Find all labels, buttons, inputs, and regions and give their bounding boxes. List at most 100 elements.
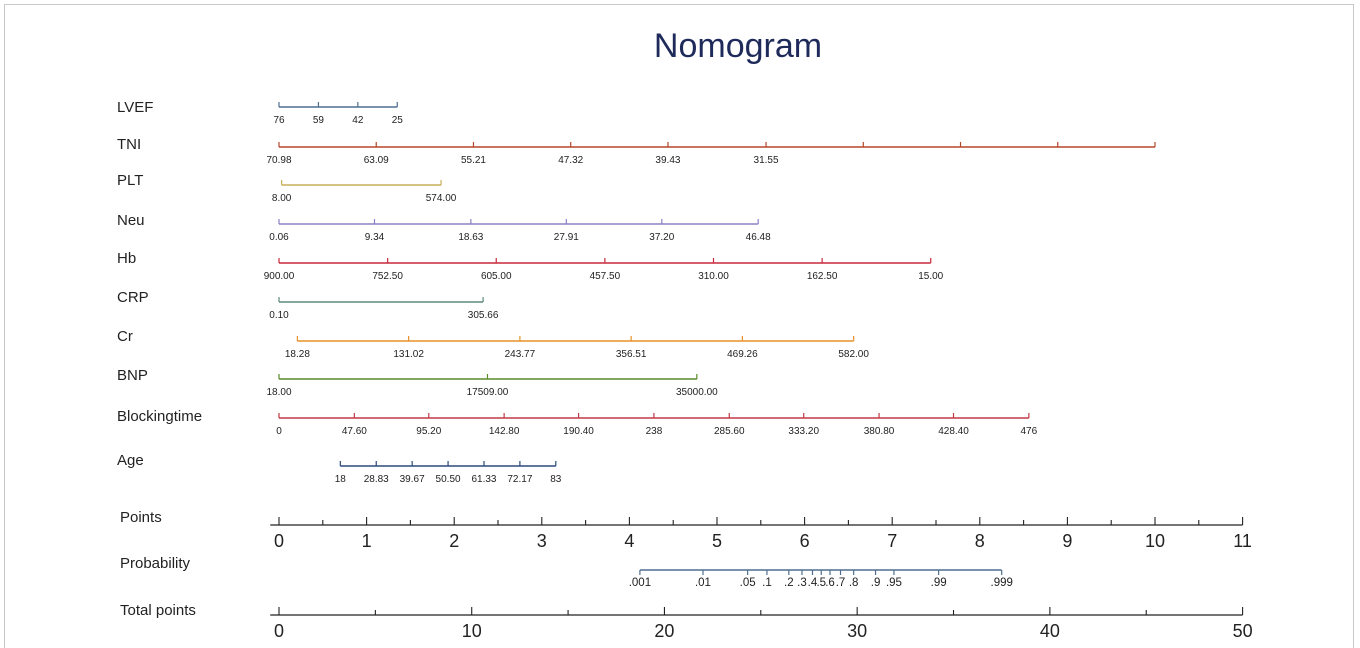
probability-axis-tick-label: .001 — [629, 577, 651, 589]
scale-tick-label-cr: 469.26 — [727, 349, 758, 360]
variable-label-lvef: LVEF — [117, 99, 153, 116]
variable-label-hb: Hb — [117, 250, 136, 267]
variable-label-blockingtime: Blockingtime — [117, 408, 202, 425]
scale-tick-label-blockingtime: 190.40 — [563, 426, 594, 437]
scale-tick-label-neu: 18.63 — [458, 232, 483, 243]
total-points-axis-tick-label: 40 — [1040, 621, 1060, 641]
scale-tick-label-tni: 55.21 — [461, 155, 486, 166]
scale-tick-label-blockingtime: 428.40 — [938, 426, 969, 437]
total-points-axis-label: Total points — [120, 602, 196, 619]
scale-tick-label-hb: 457.50 — [590, 271, 621, 282]
scale-tick-label-hb: 900.00 — [264, 271, 295, 282]
scale-tick-label-tni: 63.09 — [364, 155, 389, 166]
scale-tick-label-tni: 39.43 — [655, 155, 680, 166]
chart-title: Nomogram — [654, 27, 822, 65]
scale-tick-label-age: 28.83 — [364, 474, 389, 485]
scale-tick-label-lvef: 59 — [313, 115, 325, 126]
scale-tick-label-age: 72.17 — [507, 474, 532, 485]
scale-tick-label-tni: 31.55 — [754, 155, 779, 166]
scale-tick-label-neu: 27.91 — [554, 232, 579, 243]
nomogram-figure: Nomogram LVEF 76 59 42 25 TNI 70.98 63.09 55.21 4… — [4, 4, 1354, 648]
scale-tick-label-hb: 162.50 — [807, 271, 838, 282]
points-axis-tick-label: 7 — [887, 531, 897, 551]
scale-tick-label-blockingtime: 380.80 — [864, 426, 895, 437]
probability-axis-label: Probability — [120, 555, 191, 572]
total-points-axis-tick-label: 30 — [847, 621, 867, 641]
scale-tick-label-cr: 18.28 — [285, 349, 310, 360]
scale-tick-label-hb: 310.00 — [698, 271, 729, 282]
scale-tick-label-neu: 9.34 — [365, 232, 385, 243]
scale-tick-label-cr: 243.77 — [505, 349, 536, 360]
variable-label-neu: Neu — [117, 212, 145, 229]
probability-axis-tick-label: .999 — [991, 577, 1013, 589]
variable-label-tni: TNI — [117, 136, 141, 153]
points-axis-tick-label: 3 — [537, 531, 547, 551]
variable-label-plt: PLT — [117, 172, 143, 189]
probability-axis-tick-label: .01 — [695, 577, 711, 589]
total-points-axis-tick-label: 50 — [1233, 621, 1253, 641]
points-axis-tick-label: 1 — [362, 531, 372, 551]
scale-tick-label-plt: 574.00 — [426, 193, 457, 204]
scale-tick-label-lvef: 42 — [352, 115, 364, 126]
total-points-axis-tick-label: 10 — [462, 621, 482, 641]
points-axis-tick-label: 11 — [1233, 531, 1252, 551]
probability-axis-tick-label: .3 — [797, 577, 807, 589]
scale-tick-label-blockingtime: 142.80 — [489, 426, 520, 437]
variable-label-age: Age — [117, 452, 144, 469]
scale-tick-label-blockingtime: 238 — [646, 426, 663, 437]
probability-axis-tick-label: .95 — [886, 577, 902, 589]
points-axis-tick-label: 5 — [712, 531, 722, 551]
points-axis-tick-label: 2 — [449, 531, 459, 551]
points-axis-tick-label: 4 — [624, 531, 634, 551]
scale-tick-label-tni: 70.98 — [266, 155, 291, 166]
scale-tick-label-neu: 0.06 — [269, 232, 289, 243]
scale-tick-label-tni: 47.32 — [558, 155, 583, 166]
total-points-axis-tick-label: 20 — [654, 621, 674, 641]
points-axis-tick-label: 8 — [975, 531, 985, 551]
scale-tick-label-bnp: 17509.00 — [467, 387, 509, 398]
scale-tick-label-age: 83 — [550, 474, 562, 485]
scale-tick-label-cr: 131.02 — [393, 349, 424, 360]
probability-axis-tick-label: .9 — [871, 577, 881, 589]
probability-axis-tick-label: .99 — [931, 577, 947, 589]
scale-tick-label-plt: 8.00 — [272, 193, 292, 204]
scale-tick-label-hb: 15.00 — [918, 271, 943, 282]
points-axis-label: Points — [120, 509, 162, 526]
scale-tick-label-hb: 605.00 — [481, 271, 512, 282]
scale-tick-label-blockingtime: 285.60 — [714, 426, 745, 437]
total-points-axis-tick-label: 0 — [274, 621, 284, 641]
scale-tick-label-blockingtime: 47.60 — [342, 426, 367, 437]
scale-tick-label-age: 61.33 — [471, 474, 496, 485]
scale-tick-label-age: 50.50 — [436, 474, 461, 485]
scale-tick-label-crp: 305.66 — [468, 310, 499, 321]
scale-tick-label-cr: 356.51 — [616, 349, 647, 360]
probability-axis-tick-label: .05 — [740, 577, 756, 589]
scale-tick-label-blockingtime: 95.20 — [416, 426, 441, 437]
probability-axis-tick-label: .2 — [784, 577, 794, 589]
scale-tick-label-age: 39.67 — [400, 474, 425, 485]
variable-label-cr: Cr — [117, 328, 133, 345]
scale-tick-label-lvef: 25 — [392, 115, 404, 126]
variable-label-bnp: BNP — [117, 367, 148, 384]
probability-axis-tick-label: .7 — [836, 577, 846, 589]
variable-label-crp: CRP — [117, 289, 149, 306]
points-axis-tick-label: 6 — [800, 531, 810, 551]
scale-tick-label-blockingtime: 333.20 — [788, 426, 819, 437]
scale-tick-label-cr: 582.00 — [838, 349, 869, 360]
scale-tick-label-blockingtime: 476 — [1021, 426, 1038, 437]
scale-tick-label-hb: 752.50 — [372, 271, 403, 282]
scale-tick-label-crp: 0.10 — [269, 310, 289, 321]
points-axis-tick-label: 0 — [274, 531, 284, 551]
probability-axis-tick-label: .1 — [762, 577, 772, 589]
points-axis-tick-label: 9 — [1062, 531, 1072, 551]
points-axis-tick-label: 10 — [1145, 531, 1165, 551]
probability-axis-tick-label: .6 — [825, 577, 835, 589]
scale-tick-label-neu: 46.48 — [746, 232, 771, 243]
scale-tick-label-blockingtime: 0 — [276, 426, 282, 437]
probability-axis-tick-label: .8 — [849, 577, 859, 589]
scale-tick-label-age: 18 — [335, 474, 347, 485]
scale-tick-label-lvef: 76 — [273, 115, 285, 126]
scale-tick-label-neu: 37.20 — [649, 232, 674, 243]
